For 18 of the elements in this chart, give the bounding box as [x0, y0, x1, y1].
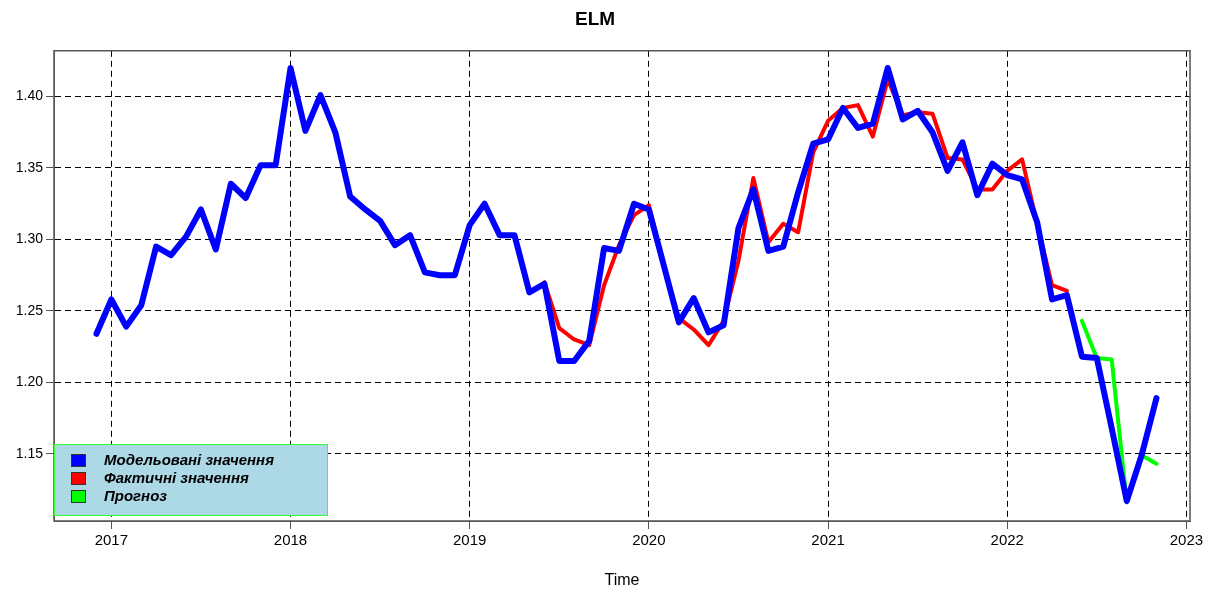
x-tick-label: 2018: [273, 531, 308, 549]
chart-title: ELM: [574, 7, 616, 29]
y-tick-label: 1.40: [15, 87, 44, 104]
legend-label: Фактичні значення: [104, 469, 249, 487]
x-tick-label: 2019: [453, 531, 487, 549]
y-tick-label: 1.30: [15, 230, 44, 247]
x-axis-title: Time: [604, 570, 640, 588]
x-tick-label: 2021: [811, 531, 845, 549]
y-tick-label: 1.25: [15, 301, 44, 318]
y-tick-label: 1.35: [15, 158, 44, 175]
x-tick-label: 2022: [990, 531, 1024, 549]
y-tick-label: 1.20: [15, 373, 44, 390]
x-tick-label: 2023: [1169, 531, 1204, 549]
x-tick-label: 2020: [632, 531, 666, 549]
legend-label: Прогноз: [104, 487, 167, 505]
x-tick-label: 2017: [94, 531, 129, 549]
y-tick-label: 1.15: [15, 444, 44, 461]
legend-label: Модельовані значення: [104, 451, 274, 469]
